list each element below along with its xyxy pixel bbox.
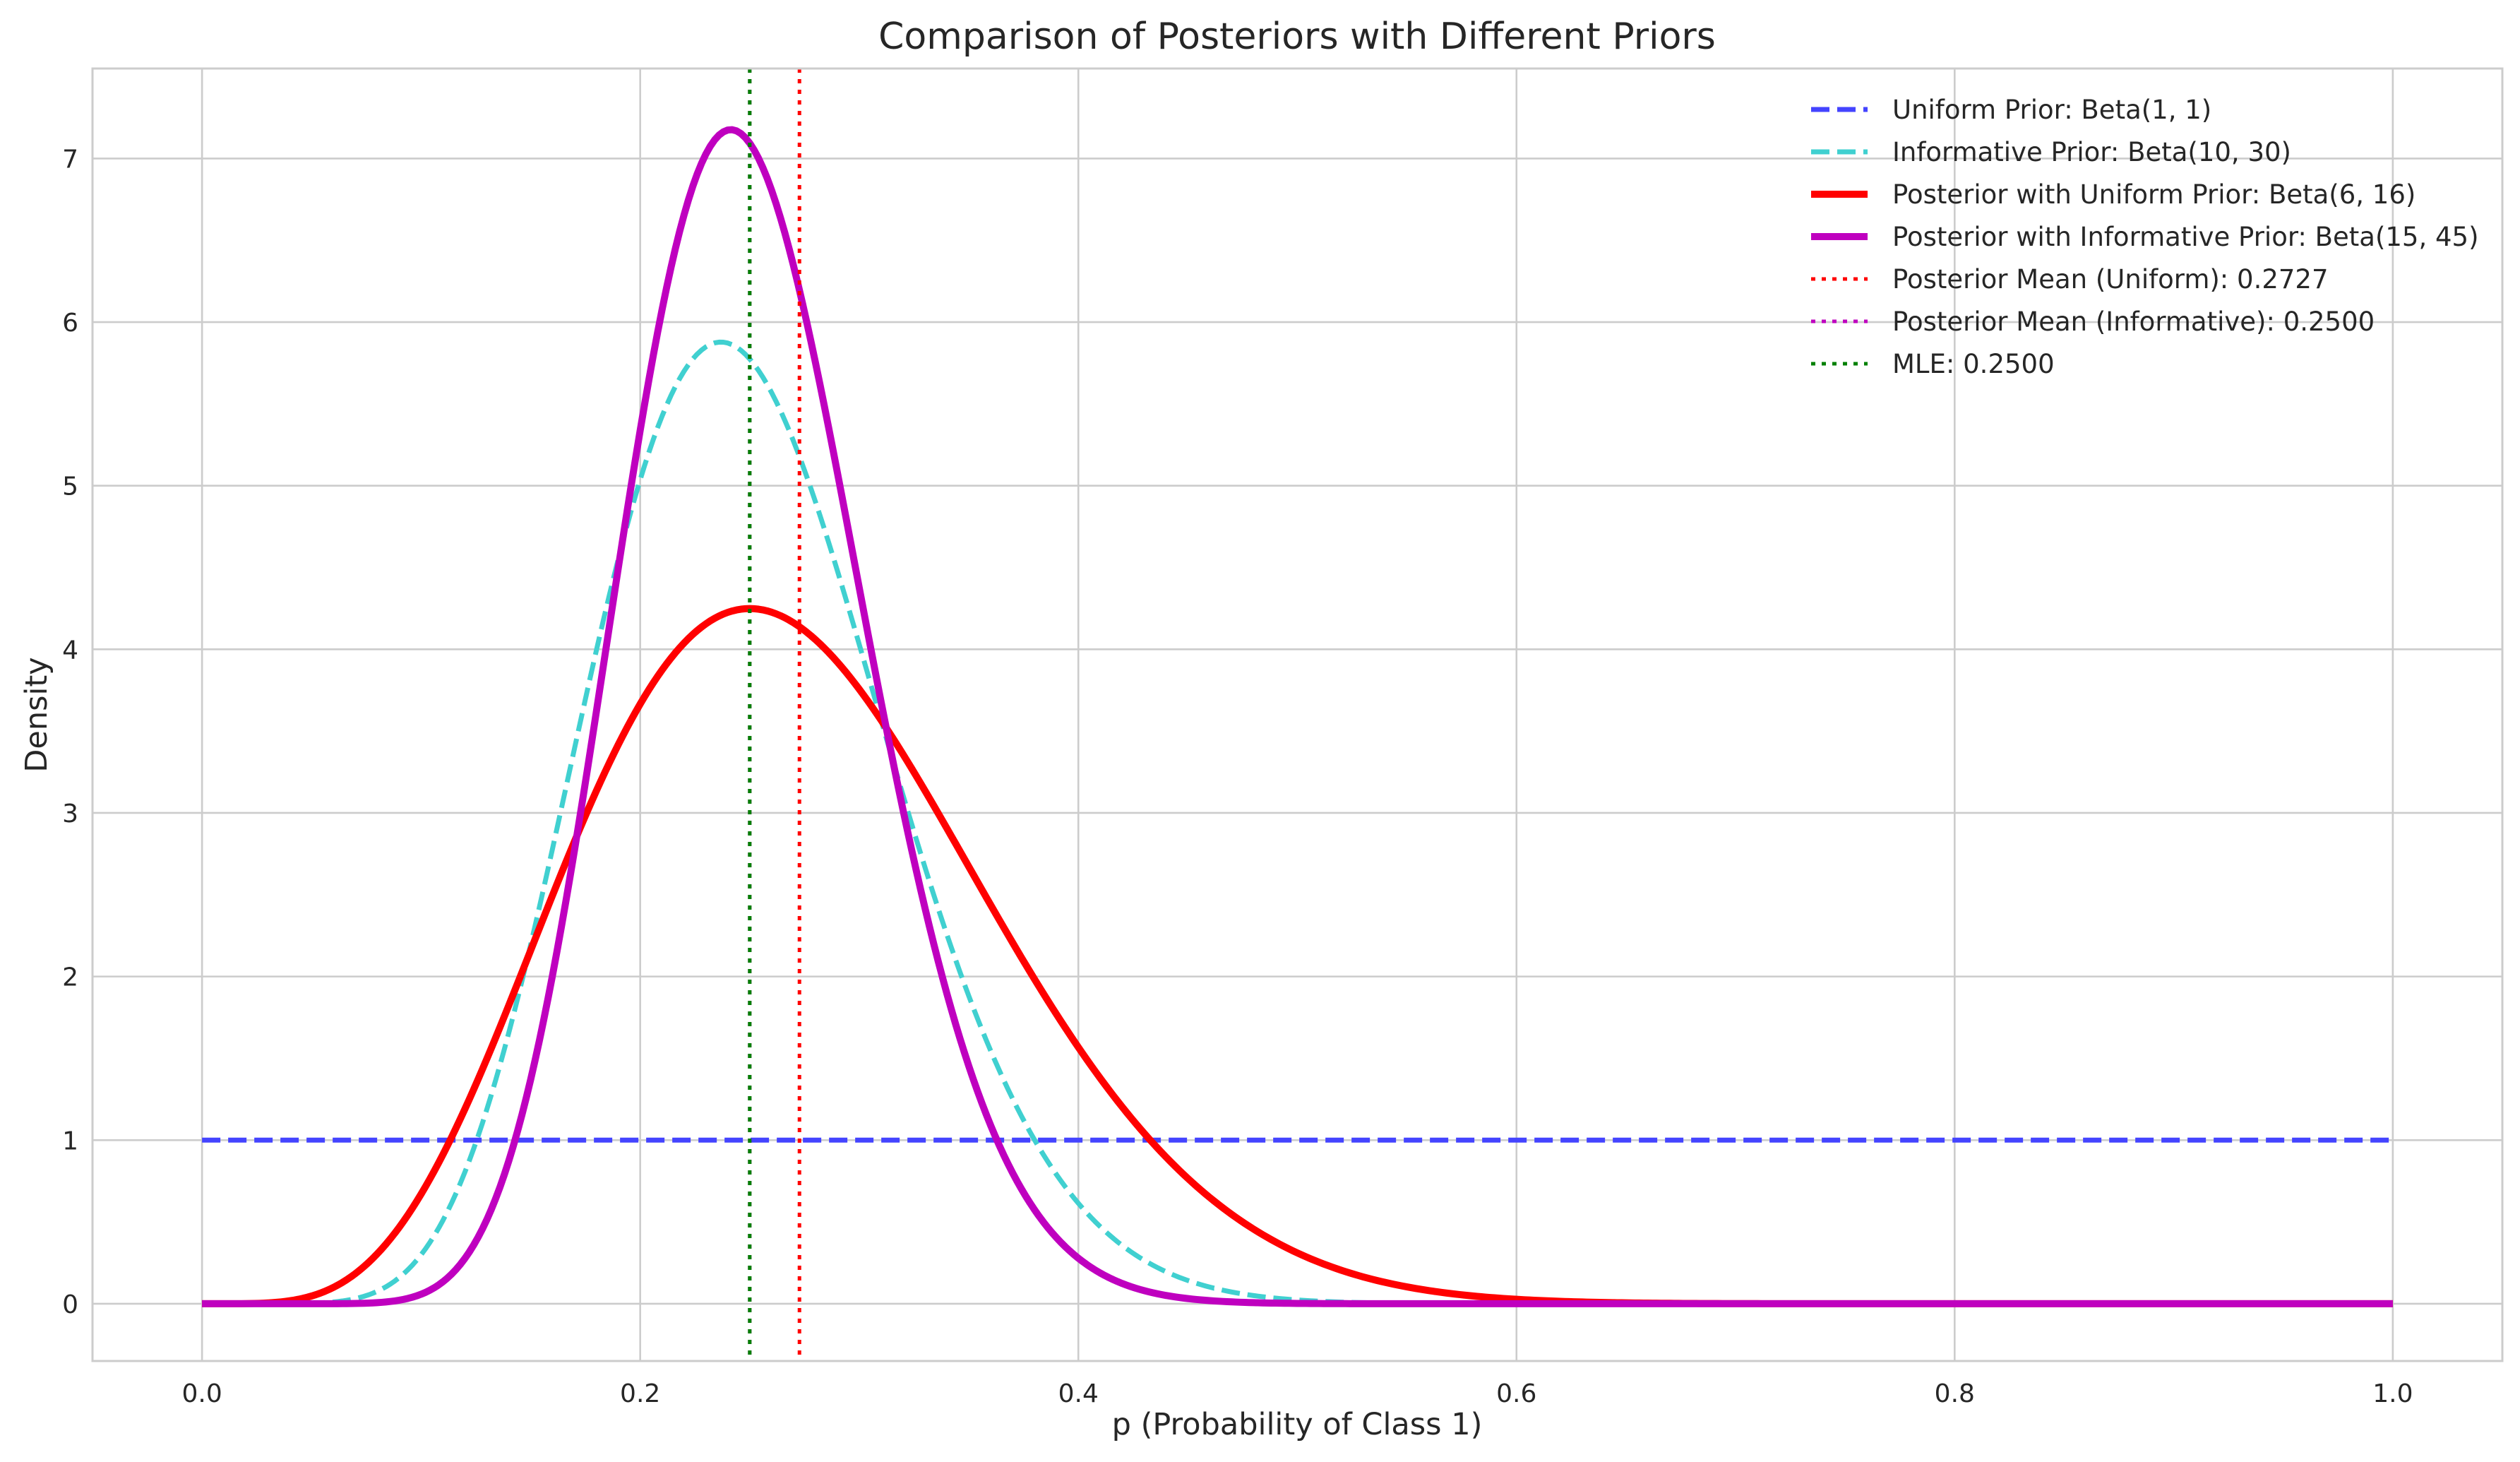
x-axis-label: p (Probability of Class 1) <box>1112 1407 1483 1442</box>
legend-entry-label: Posterior Mean (Informative): 0.2500 <box>1892 307 2375 337</box>
legend-entry-label: Posterior with Uniform Prior: Beta(6, 16… <box>1892 179 2416 210</box>
y-tick-label: 7 <box>62 145 78 174</box>
x-tick-label: 0.6 <box>1496 1379 1536 1408</box>
x-ticks: 0.0 0.2 0.4 0.6 0.8 1.0 <box>182 1379 2413 1408</box>
y-tick-label: 0 <box>62 1290 78 1319</box>
x-tick-label: 0.8 <box>1935 1379 1975 1408</box>
legend-entry-label: MLE: 0.2500 <box>1892 349 2055 379</box>
series-line-posterior-with-informative-prior-beta-15-45 <box>202 126 2393 1307</box>
legend-entry-label: Posterior with Informative Prior: Beta(1… <box>1892 222 2479 252</box>
legend-entry-label: Uniform Prior: Beta(1, 1) <box>1892 95 2211 125</box>
y-ticks: 0 1 2 3 4 5 6 7 <box>62 145 78 1319</box>
series <box>202 69 2393 1361</box>
y-tick-label: 2 <box>62 963 78 992</box>
x-tick-label: 0.0 <box>182 1379 222 1408</box>
y-tick-label: 6 <box>62 309 78 338</box>
grid <box>92 69 2502 1361</box>
y-tick-label: 4 <box>62 636 78 665</box>
legend: Uniform Prior: Beta(1, 1) Informative Pri… <box>1811 95 2479 379</box>
y-axis-label: Density <box>19 657 54 772</box>
y-tick-label: 3 <box>62 800 78 828</box>
y-tick-label: 5 <box>62 473 78 501</box>
x-tick-label: 0.4 <box>1058 1379 1099 1408</box>
x-tick-label: 0.2 <box>620 1379 660 1408</box>
plot-frame <box>91 67 2504 1362</box>
x-tick-label: 1.0 <box>2372 1379 2413 1408</box>
series-line-informative-prior-beta-10-30 <box>202 339 2393 1307</box>
y-tick-label: 1 <box>62 1127 78 1155</box>
legend-entry-label: Informative Prior: Beta(10, 30) <box>1892 137 2291 167</box>
legend-entry-label: Posterior Mean (Uniform): 0.2727 <box>1892 264 2329 295</box>
chart-title: Comparison of Posteriors with Different … <box>878 16 1716 58</box>
